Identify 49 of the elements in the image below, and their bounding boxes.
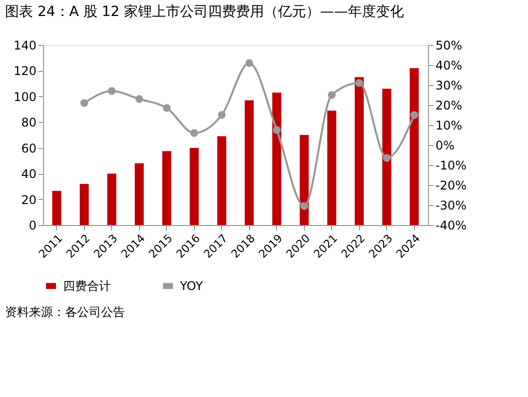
y-tick-label: 140 — [14, 38, 36, 52]
text: 资料来源：各公司公告 — [5, 305, 125, 319]
bar — [272, 92, 282, 225]
bar — [300, 135, 309, 225]
bar — [80, 184, 89, 225]
point — [162, 104, 171, 112]
bar — [190, 148, 199, 225]
bar — [382, 88, 392, 225]
point — [328, 91, 336, 99]
y2-tick-label: 30% — [436, 78, 462, 92]
bar — [354, 77, 364, 225]
bar — [244, 100, 254, 225]
chart-title: 图表 24：A 股 12 家锂上市公司四费费用（亿元）——年度变化 — [5, 4, 404, 20]
point — [300, 202, 308, 210]
point — [245, 59, 254, 67]
legend-label: 四费合计 — [63, 279, 111, 293]
point — [410, 111, 418, 119]
y2-tick-label: 40% — [436, 58, 462, 72]
point — [135, 95, 144, 103]
y-tick-label: 20 — [21, 192, 36, 207]
point — [108, 87, 116, 95]
point — [272, 126, 281, 134]
bar — [327, 110, 336, 225]
y-tick-label: 100 — [14, 90, 36, 104]
point — [190, 129, 198, 137]
y-tick-label: 60 — [21, 141, 36, 156]
point — [382, 154, 391, 162]
y2-tick-label: -10% — [436, 158, 467, 172]
bar — [52, 190, 62, 225]
y2-tick-label: 20% — [436, 98, 462, 112]
y2-tick-label: -30% — [436, 198, 467, 212]
legend-label: YOY — [179, 279, 204, 293]
y2-tick-label: 0% — [436, 138, 455, 152]
point — [218, 111, 226, 119]
point — [355, 79, 364, 87]
y-tick-label: 40 — [21, 167, 36, 182]
bar — [410, 68, 419, 225]
y2-tick-label: -40% — [436, 218, 467, 232]
point — [80, 99, 88, 107]
y-tick-label: 80 — [21, 116, 36, 130]
y-tick-label: 0 — [28, 218, 36, 232]
y2-tick-label: 10% — [436, 118, 462, 132]
y-tick-label: 120 — [14, 64, 36, 78]
bar — [134, 163, 144, 225]
bar — [162, 151, 172, 225]
bar — [107, 174, 116, 225]
y2-tick-label: 50% — [436, 38, 462, 52]
bar — [217, 136, 226, 225]
y2-tick-label: -20% — [436, 178, 467, 192]
